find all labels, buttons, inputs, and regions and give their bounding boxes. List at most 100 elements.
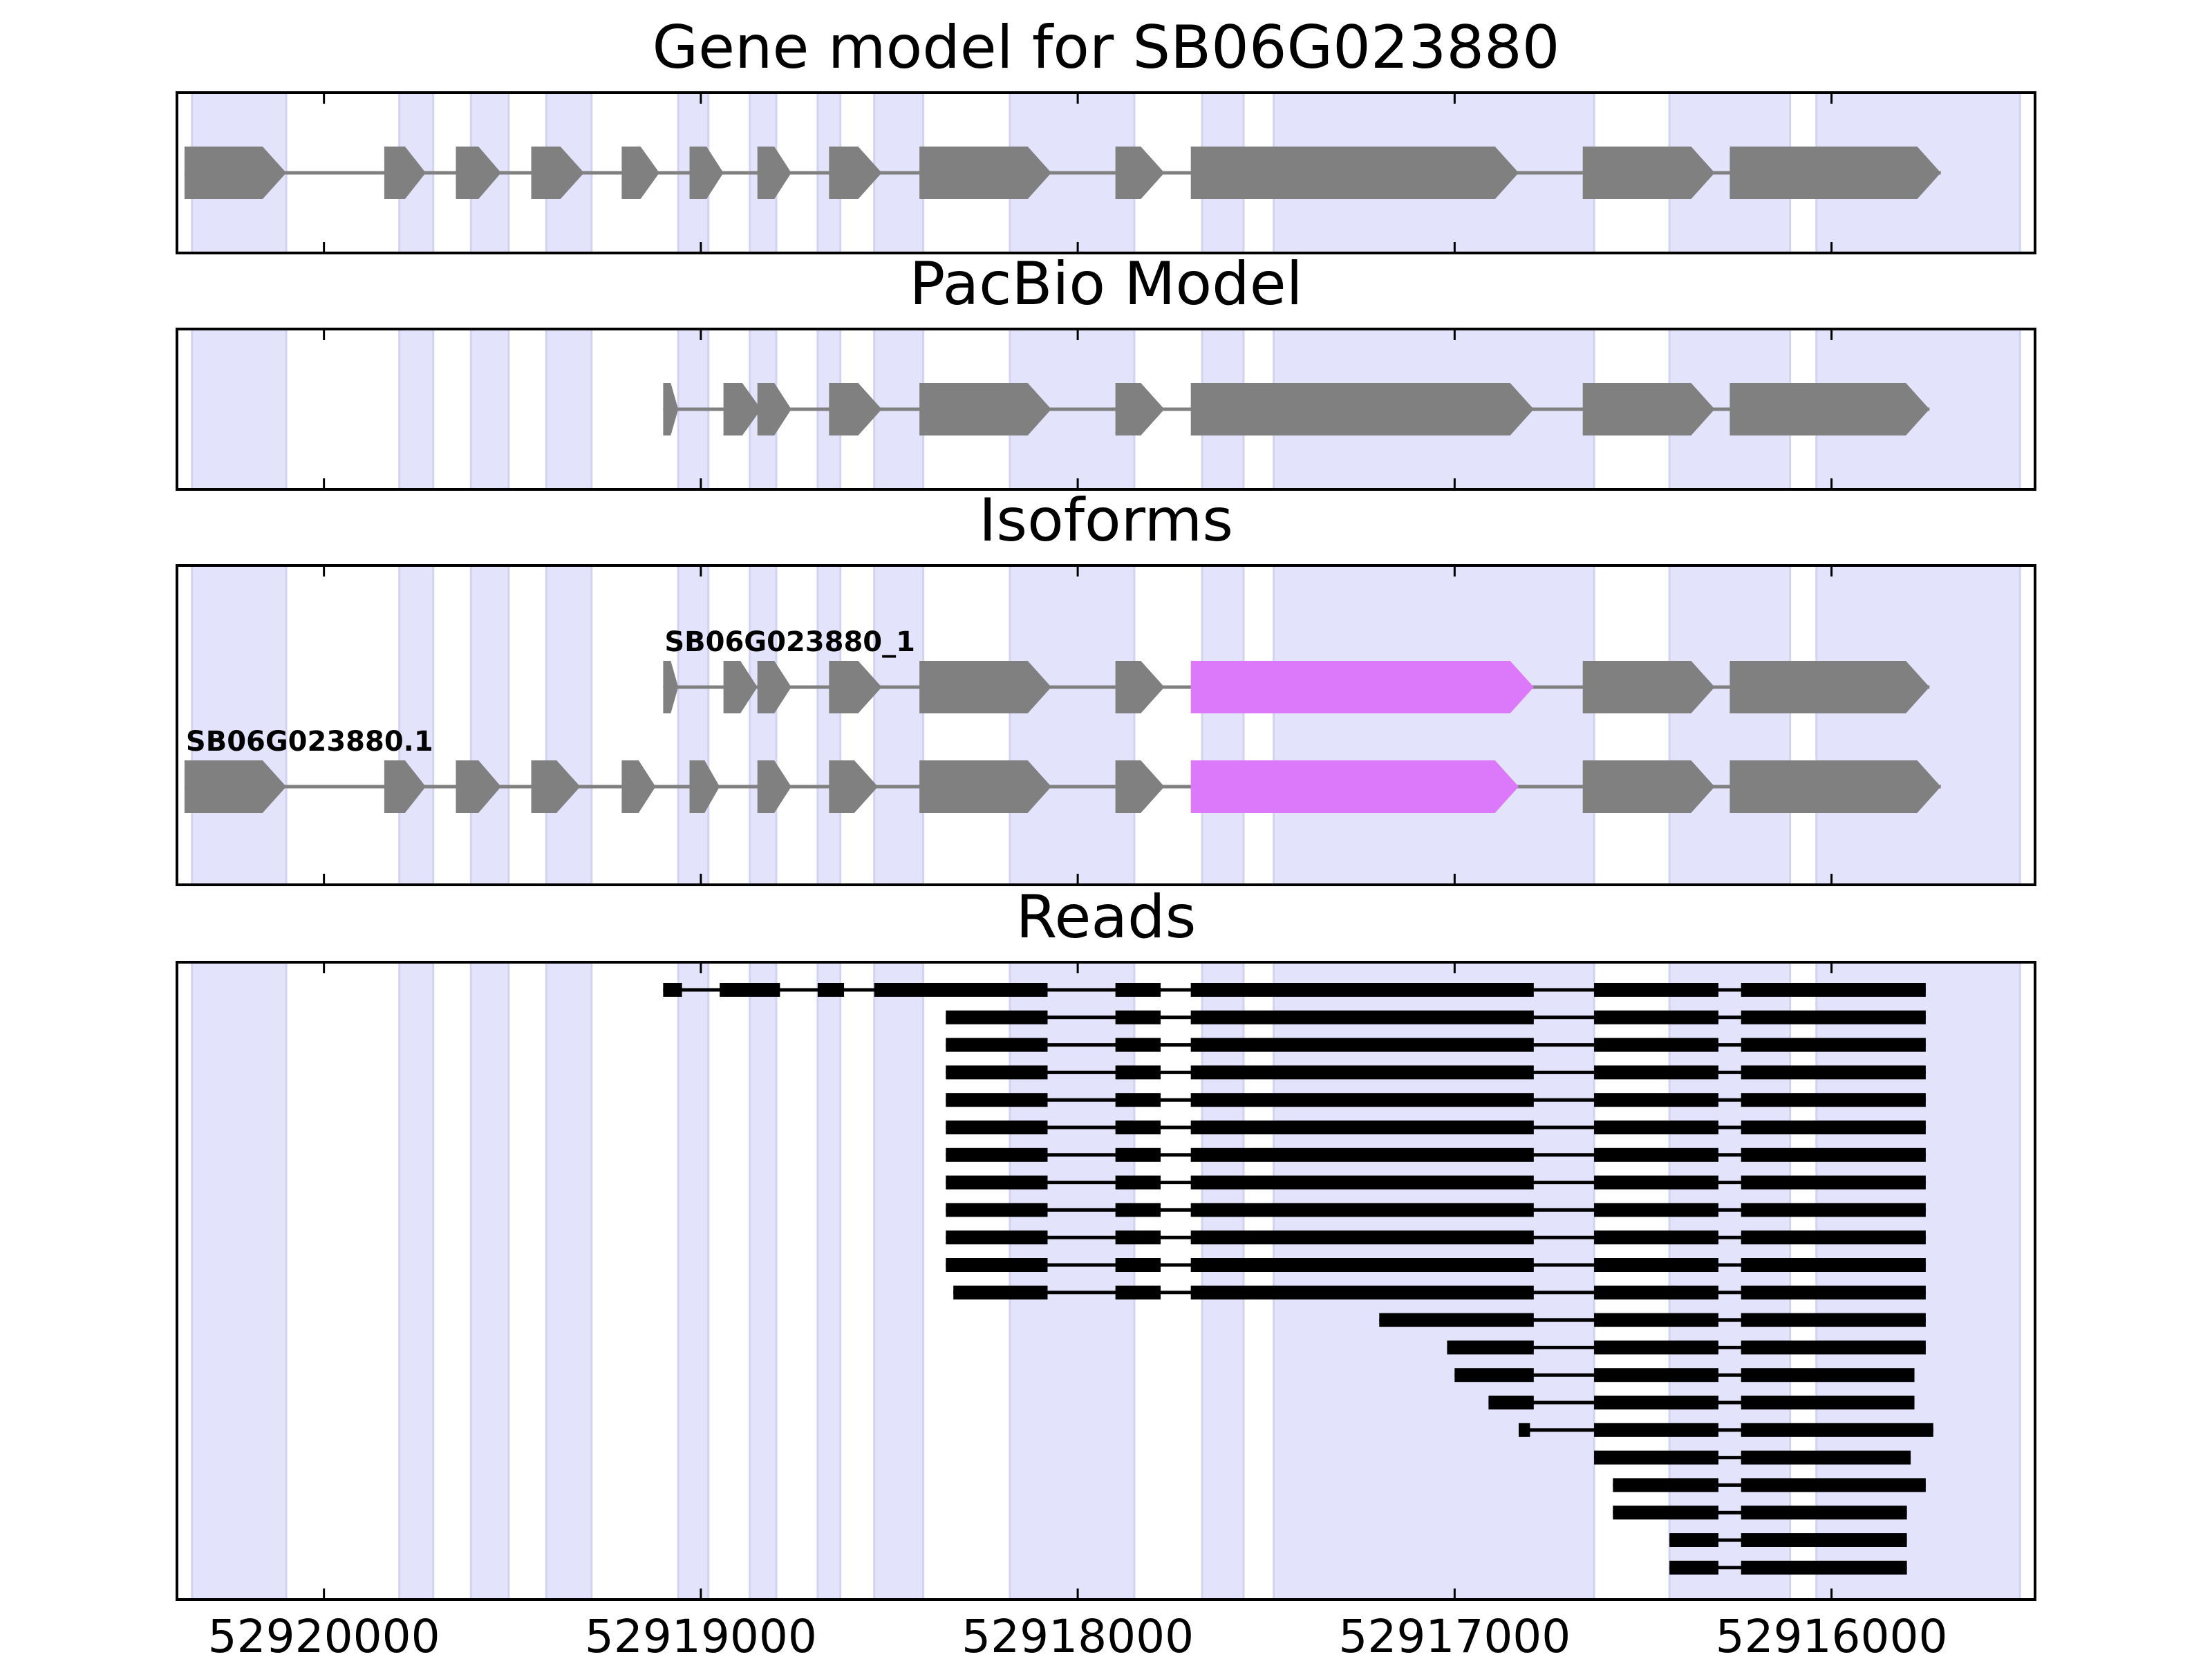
- exon-band: [191, 961, 288, 1601]
- read-block: [1190, 1175, 1534, 1190]
- read-block: [1594, 1258, 1719, 1272]
- exon: [829, 760, 879, 813]
- exon-band: [749, 961, 778, 1601]
- exon: [757, 661, 791, 713]
- read-block: [1741, 1533, 1907, 1547]
- read-block: [1594, 1121, 1719, 1134]
- read: [1519, 1423, 1933, 1437]
- exon: [1115, 760, 1165, 813]
- read-block: [1115, 1093, 1161, 1107]
- exon: [531, 147, 584, 199]
- read-block: [1190, 1010, 1534, 1024]
- highlighted-exon: [1190, 760, 1519, 813]
- exon-band: [398, 564, 435, 886]
- exon-band: [545, 564, 593, 886]
- read-block: [1741, 1313, 1926, 1327]
- exon-band: [469, 564, 510, 886]
- read-block: [874, 983, 924, 997]
- read-block: [946, 1147, 1048, 1162]
- read-block: [953, 1285, 1048, 1300]
- panel-ticks: [323, 329, 1833, 489]
- read-block: [1115, 1038, 1161, 1052]
- exon: [919, 661, 1051, 713]
- read-block: [1190, 1258, 1534, 1272]
- read: [946, 1258, 1926, 1272]
- read-block: [1741, 1230, 1926, 1245]
- read-block: [1488, 1396, 1534, 1409]
- exon-band: [1009, 564, 1136, 886]
- exon-band: [398, 961, 435, 1601]
- read-block: [1190, 1285, 1534, 1300]
- exon-band: [398, 328, 435, 491]
- exon-band: [677, 961, 710, 1601]
- exon: [1115, 661, 1165, 713]
- read: [946, 1203, 1926, 1217]
- exon: [689, 760, 720, 813]
- exon-band: [1273, 564, 1595, 886]
- read: [946, 1147, 1926, 1162]
- panel-pacbio-model: PacBio Model: [176, 250, 2036, 491]
- read-block: [1594, 1285, 1719, 1300]
- read-block: [946, 1175, 1048, 1190]
- exon: [1730, 383, 1930, 435]
- panel-title: Isoforms: [979, 486, 1233, 555]
- exon: [919, 383, 1051, 435]
- exon-band: [1273, 961, 1595, 1601]
- exon-band: [1201, 564, 1245, 886]
- read-block: [1115, 1285, 1161, 1300]
- exon: [184, 147, 287, 199]
- exon: [757, 147, 791, 199]
- read: [1669, 1560, 1907, 1575]
- read-block: [1190, 983, 1534, 997]
- panel-ticks: [323, 962, 1833, 1600]
- exon: [663, 383, 679, 435]
- panel-frame: [176, 961, 2036, 1601]
- read-block: [1741, 1147, 1926, 1162]
- read-block: [1741, 1368, 1915, 1382]
- read: [1594, 1450, 1911, 1465]
- read-block: [1190, 1230, 1534, 1245]
- transcript: SB06G023880.1: [184, 726, 1941, 813]
- read-block: [1741, 1396, 1915, 1409]
- exon: [456, 147, 501, 199]
- reads: [663, 983, 1933, 1575]
- exon: [829, 661, 882, 713]
- read-block: [1190, 1093, 1534, 1107]
- x-tick-label: 52918000: [962, 1610, 1194, 1659]
- panel-frame: [176, 328, 2036, 491]
- isoform-label: SB06G023880.1: [186, 726, 433, 758]
- read-block: [749, 983, 780, 997]
- exon-bands: [191, 564, 2021, 886]
- read-block: [1594, 1396, 1719, 1409]
- read-block: [1741, 1423, 1933, 1437]
- exon: [621, 760, 656, 813]
- exon: [723, 383, 762, 435]
- read-block: [1613, 1478, 1719, 1492]
- read-block: [1115, 1121, 1161, 1134]
- panel-ticks: [323, 565, 1833, 885]
- read: [1669, 1533, 1907, 1547]
- transcript: SB06G023880_1: [663, 626, 1930, 713]
- exon-band: [545, 328, 593, 491]
- exon: [1115, 383, 1165, 435]
- read-block: [663, 983, 682, 997]
- read-block: [946, 1258, 1048, 1272]
- read-block: [1741, 1506, 1907, 1520]
- read-block: [1190, 1147, 1534, 1162]
- exon: [1190, 383, 1534, 435]
- read-block: [1379, 1313, 1534, 1327]
- x-tick-label: 52917000: [1338, 1610, 1571, 1659]
- read-block: [946, 1093, 1048, 1107]
- exon: [919, 760, 1051, 813]
- read-block: [1594, 1147, 1719, 1162]
- read-block: [1741, 1065, 1926, 1080]
- read-block: [1594, 1175, 1719, 1190]
- exon: [1730, 661, 1930, 713]
- panel-title: Reads: [1016, 883, 1197, 952]
- read-block: [1741, 1340, 1926, 1355]
- read-block: [1594, 1038, 1719, 1052]
- panel-gene-model: Gene model for SB06G023880: [176, 13, 2036, 254]
- x-axis: 52920000 52919000 52918000 52917000 52916000: [208, 1610, 1948, 1659]
- read-block: [1190, 1121, 1534, 1134]
- exon: [456, 760, 501, 813]
